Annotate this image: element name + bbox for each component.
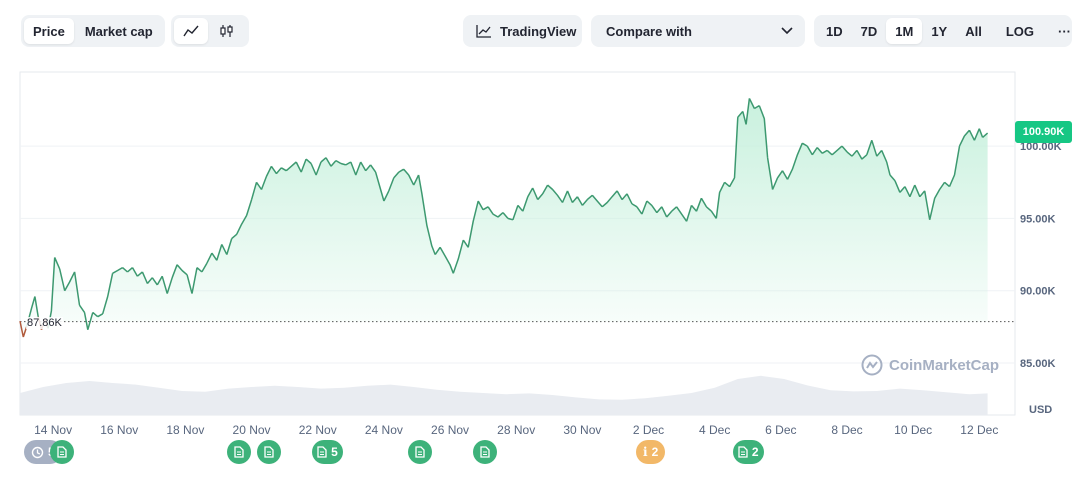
x-axis: 14 Nov 16 Nov 18 Nov 20 Nov 22 Nov 24 Nov 26 N… [34,423,998,437]
market-cap-tab[interactable]: Market cap [84,23,153,39]
candlestick-button[interactable] [210,18,244,44]
x-tick-label: 28 Nov [497,423,535,437]
metric-toggle: Price Market cap [21,15,165,47]
y-tick-label: 100.00K [1020,141,1062,153]
event-count: 2 [651,445,659,459]
y-tick-label: 85.00K [1020,358,1056,370]
y-tick-label: 90.00K [1020,286,1056,298]
tradingview-button[interactable]: TradingView [463,15,582,47]
volume-area [20,375,988,415]
chevron-down-icon [781,27,793,35]
document-icon [234,446,244,458]
document-icon [738,446,748,458]
x-tick-label: 20 Nov [233,423,271,437]
coinmarketcap-logo-icon [861,354,883,376]
y-tick-label: 95.00K [1020,213,1056,225]
news-event-marker[interactable] [257,440,282,464]
x-tick-label: 18 Nov [166,423,204,437]
watermark: CoinMarketCap [861,354,999,376]
line-chart-button[interactable] [174,18,208,44]
tradingview-icon [476,25,491,38]
x-tick-label: 6 Dec [765,423,796,437]
document-icon [414,446,425,458]
document-icon [480,446,491,458]
x-tick-label: 22 Nov [299,423,337,437]
info-icon: i [643,445,648,459]
history-clock-icon [31,446,44,458]
news-event-marker[interactable] [50,440,74,464]
x-tick-label: 2 Dec [633,423,664,437]
news-event-marker[interactable] [473,440,498,464]
news-event-marker[interactable] [227,440,252,464]
log-scale-toggle[interactable]: LOG [1005,23,1035,39]
current-price-tag: 100.90K [1015,121,1072,143]
document-icon [57,446,67,458]
news-event-marker[interactable]: 2 [732,440,764,464]
range-1m[interactable]: 1M [886,18,923,44]
event-count: 2 [751,445,759,459]
x-tick-label: 16 Nov [100,423,138,437]
range-7d[interactable]: 7D [860,23,878,39]
document-icon [317,446,327,458]
more-options-button[interactable]: ··· [1058,23,1072,39]
x-tick-label: 10 Dec [894,423,932,437]
currency-label: USD [1029,404,1053,416]
price-area-fill [20,98,988,338]
candlestick-icon [220,25,233,37]
x-tick-label: 8 Dec [831,423,862,437]
chart-type-toggle [171,15,249,47]
news-event-marker[interactable] [407,440,432,464]
compare-with-dropdown[interactable]: Compare with [591,15,805,47]
tradingview-label: TradingView [500,23,577,39]
range-1y[interactable]: 1Y [931,23,948,39]
x-tick-label: 14 Nov [34,423,72,437]
range-selector: 1D 7D 1M 1Y All LOG ··· [814,15,1072,47]
price-tab[interactable]: Price [24,18,74,44]
news-event-marker[interactable]: 5 [312,440,343,464]
x-tick-label: 12 Dec [960,423,998,437]
x-tick-label: 30 Nov [563,423,601,437]
event-count: 5 [331,445,338,459]
start-price-label: 87.86K [26,317,63,329]
range-all[interactable]: All [965,23,982,39]
line-chart-icon [183,25,199,37]
document-icon [264,446,274,458]
x-tick-label: 24 Nov [365,423,403,437]
watermark-text: CoinMarketCap [889,356,1000,374]
range-1d[interactable]: 1D [826,23,843,39]
y-axis: 85.00K 90.00K 95.00K 100.00K [1020,141,1062,370]
x-tick-label: 4 Dec [699,423,730,437]
x-tick-label: 26 Nov [431,423,469,437]
compare-with-label: Compare with [606,23,692,39]
